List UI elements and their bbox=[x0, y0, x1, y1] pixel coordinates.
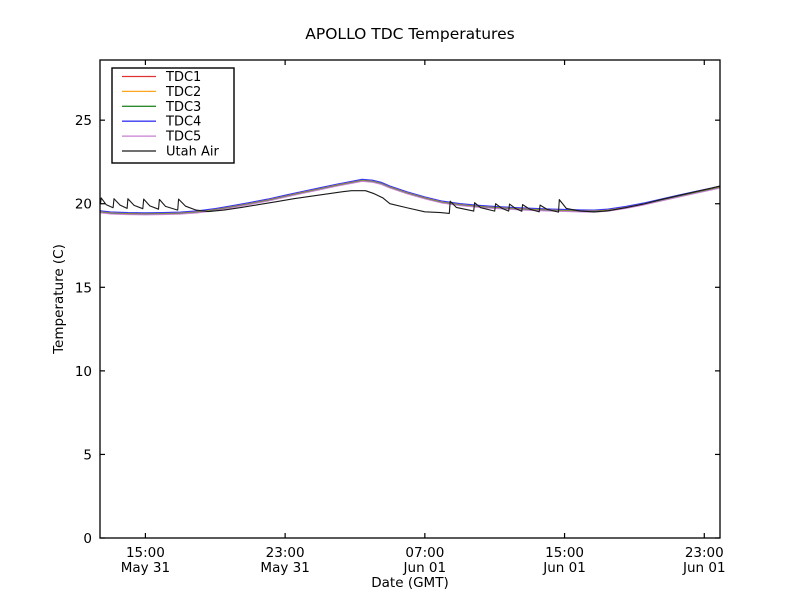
legend-label-tdc2: TDC2 bbox=[165, 85, 201, 100]
chart-title: APOLLO TDC Temperatures bbox=[305, 25, 514, 43]
x-tick-label-date: Jun 01 bbox=[403, 560, 447, 576]
y-tick-label: 10 bbox=[75, 364, 92, 380]
series-line-utah-air bbox=[100, 185, 720, 214]
plot-frame bbox=[99, 59, 721, 539]
legend-label-tdc1: TDC1 bbox=[165, 70, 201, 85]
legend-label-tdc3: TDC3 bbox=[165, 100, 201, 115]
legend-label-utah-air: Utah Air bbox=[166, 145, 219, 160]
x-axis-label: Date (GMT) bbox=[371, 575, 448, 591]
y-tick-label: 15 bbox=[75, 280, 92, 296]
y-tick-label: 5 bbox=[83, 447, 92, 463]
legend-box bbox=[111, 67, 235, 164]
y-tick-label: 25 bbox=[75, 113, 92, 129]
x-tick-label-time: 23:00 bbox=[266, 545, 305, 561]
x-tick-label-time: 07:00 bbox=[405, 545, 444, 561]
x-tick-label-time: 15:00 bbox=[545, 545, 584, 561]
x-tick-label-date: May 31 bbox=[260, 560, 309, 576]
y-tick-label: 0 bbox=[83, 531, 92, 547]
x-tick-label-time: 15:00 bbox=[126, 545, 165, 561]
x-tick-label-date: Jun 01 bbox=[682, 560, 726, 576]
x-tick-label-date: May 31 bbox=[121, 560, 170, 576]
series-line-tdc5 bbox=[100, 180, 720, 216]
y-tick-label: 20 bbox=[75, 197, 92, 213]
series-line-tdc4 bbox=[100, 178, 720, 214]
legend-label-tdc5: TDC5 bbox=[165, 130, 201, 145]
y-axis-label: Temperature (C) bbox=[51, 244, 67, 355]
x-tick-label-time: 23:00 bbox=[685, 545, 724, 561]
legend-label-tdc4: TDC4 bbox=[165, 115, 201, 130]
x-tick-label-date: Jun 01 bbox=[542, 560, 586, 576]
